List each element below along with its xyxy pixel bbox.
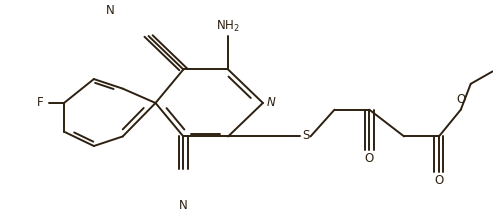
Text: N: N — [266, 97, 275, 110]
Text: O: O — [434, 174, 444, 187]
Text: O: O — [365, 152, 374, 165]
Text: N: N — [106, 4, 115, 17]
Text: N: N — [179, 199, 188, 212]
Text: NH$_2$: NH$_2$ — [216, 19, 240, 34]
Text: F: F — [37, 97, 43, 110]
Text: O: O — [456, 93, 465, 106]
Text: S: S — [303, 129, 310, 142]
